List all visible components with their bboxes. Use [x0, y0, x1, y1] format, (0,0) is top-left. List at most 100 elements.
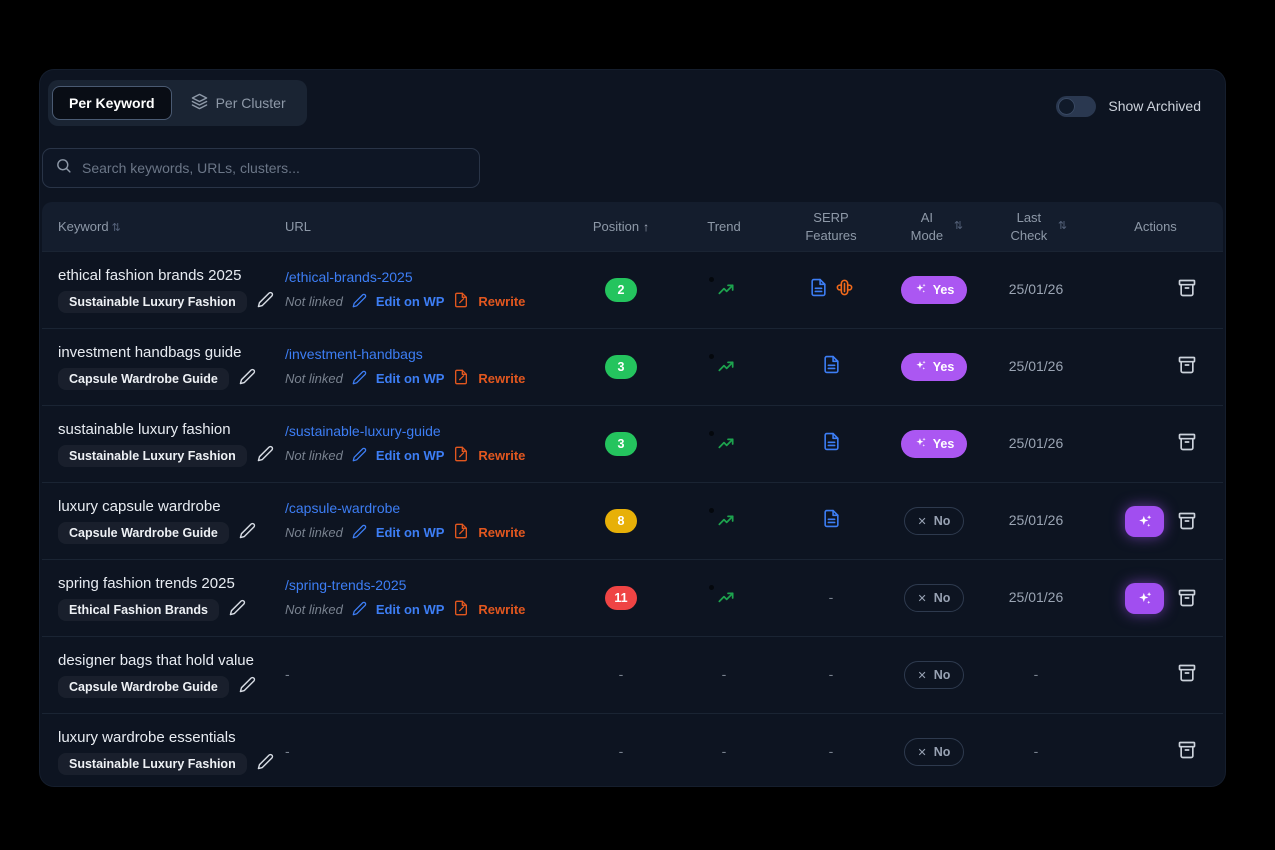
- edit-cluster-pencil-icon[interactable]: [257, 445, 274, 467]
- sort-asc-icon: ↑: [643, 219, 650, 234]
- header-ai-mode[interactable]: AI Mode ⇅: [910, 209, 964, 243]
- archive-button[interactable]: [1177, 432, 1197, 452]
- edit-on-wp-link[interactable]: Edit on WP: [375, 371, 445, 386]
- ai-sparkle-button[interactable]: [1125, 582, 1164, 614]
- trend-dot: [709, 430, 714, 436]
- rewrite-link[interactable]: Rewrite: [478, 371, 526, 386]
- not-linked-label: Not linked: [285, 525, 343, 540]
- show-archived-label: Show Archived: [1108, 98, 1201, 114]
- url-link[interactable]: /investment-handbags: [285, 346, 423, 362]
- edit-url-pencil-icon[interactable]: [352, 524, 367, 542]
- archive-button[interactable]: [1177, 511, 1197, 531]
- edit-on-wp-link[interactable]: Edit on WP: [375, 448, 445, 463]
- header-actions: Actions: [1134, 218, 1177, 234]
- ai-mode-yes-badge: Yes: [900, 430, 968, 458]
- edit-cluster-pencil-icon[interactable]: [239, 522, 256, 544]
- table-row: investment handbags guide Capsule Wardrob…: [42, 328, 1223, 405]
- not-linked-label: Not linked: [285, 371, 343, 386]
- rewrite-file-icon[interactable]: [453, 600, 469, 619]
- trend-dot: [709, 353, 714, 359]
- view-mode-segmented-control: Per Keyword Per Cluster: [48, 80, 307, 126]
- archive-button[interactable]: [1177, 588, 1197, 608]
- archive-button[interactable]: [1177, 278, 1197, 298]
- table-row: designer bags that hold value Capsule War…: [42, 636, 1223, 713]
- edit-cluster-pencil-icon[interactable]: [257, 291, 274, 313]
- keyword-tracker-panel: Per Keyword Per Cluster Show Archived Ke…: [40, 70, 1225, 786]
- url-link[interactable]: /capsule-wardrobe: [285, 500, 401, 516]
- edit-url-pencil-icon[interactable]: [352, 370, 367, 388]
- last-check-date: 25/01/26: [1008, 358, 1064, 374]
- search-input[interactable]: [82, 160, 467, 176]
- archive-button[interactable]: [1177, 663, 1197, 683]
- url-empty: -: [285, 666, 290, 682]
- header-url: URL: [285, 218, 312, 234]
- tab-per-cluster-label: Per Cluster: [215, 95, 286, 111]
- topbar: Per Keyword Per Cluster Show Archived: [40, 70, 1225, 126]
- edit-url-pencil-icon[interactable]: [352, 447, 367, 465]
- search-icon: [55, 157, 72, 179]
- sort-icon: ⇅: [953, 220, 963, 233]
- tab-per-cluster[interactable]: Per Cluster: [174, 84, 303, 122]
- table-row: luxury wardrobe essentials Sustainable Lu…: [42, 713, 1223, 786]
- edit-url-pencil-icon[interactable]: [352, 601, 367, 619]
- cluster-badge: Capsule Wardrobe Guide: [58, 368, 229, 390]
- url-link[interactable]: /sustainable-luxury-guide: [285, 423, 441, 439]
- trend-sparkline: [707, 352, 741, 378]
- serp-empty: -: [828, 666, 834, 682]
- rewrite-link[interactable]: Rewrite: [478, 294, 526, 309]
- header-keyword[interactable]: Keyword ⇅: [58, 218, 121, 234]
- cluster-badge: Capsule Wardrobe Guide: [58, 676, 229, 698]
- edit-cluster-pencil-icon[interactable]: [239, 368, 256, 390]
- cluster-badge: Capsule Wardrobe Guide: [58, 522, 229, 544]
- not-linked-label: Not linked: [285, 294, 343, 309]
- ai-mode-no-badge: ✕ No: [903, 584, 965, 612]
- last-check-empty: -: [1033, 666, 1039, 682]
- sort-icon: ⇅: [111, 221, 121, 234]
- sort-icon: ⇅: [1057, 220, 1067, 233]
- table-row: spring fashion trends 2025 Ethical Fashio…: [42, 559, 1223, 636]
- edit-on-wp-link[interactable]: Edit on WP: [375, 294, 445, 309]
- archive-button[interactable]: [1177, 355, 1197, 375]
- ai-sparkle-button[interactable]: [1125, 505, 1164, 537]
- position-badge: 2: [605, 278, 637, 302]
- url-link[interactable]: /spring-trends-2025: [285, 577, 407, 593]
- ai-mode-no-badge: ✕ No: [903, 661, 965, 689]
- ai-mode-yes-badge: Yes: [900, 353, 968, 381]
- tab-per-keyword[interactable]: Per Keyword: [52, 86, 172, 120]
- edit-on-wp-link[interactable]: Edit on WP: [375, 602, 445, 617]
- header-position[interactable]: Position ↑: [592, 218, 650, 234]
- cluster-badge: Sustainable Luxury Fashion: [58, 291, 247, 313]
- rewrite-link[interactable]: Rewrite: [478, 448, 526, 463]
- article-icon: [822, 355, 841, 379]
- rewrite-file-icon[interactable]: [453, 369, 469, 388]
- edit-cluster-pencil-icon[interactable]: [257, 753, 274, 775]
- archive-button[interactable]: [1177, 740, 1197, 760]
- rewrite-file-icon[interactable]: [453, 292, 469, 311]
- cluster-badge: Sustainable Luxury Fashion: [58, 445, 247, 467]
- header-trend: Trend: [707, 218, 741, 234]
- position-badge: 8: [605, 509, 637, 533]
- rewrite-file-icon[interactable]: [453, 446, 469, 465]
- header-serp-features: SERP Features: [805, 209, 857, 243]
- edit-on-wp-link[interactable]: Edit on WP: [375, 525, 445, 540]
- tab-per-keyword-label: Per Keyword: [69, 95, 155, 111]
- trend-sparkline: [707, 506, 741, 532]
- keyword-name: ethical fashion brands 2025: [58, 267, 242, 284]
- table-row: sustainable luxury fashion Sustainable Lu…: [42, 405, 1223, 482]
- search-box: [42, 148, 480, 188]
- rewrite-link[interactable]: Rewrite: [478, 602, 526, 617]
- edit-cluster-pencil-icon[interactable]: [239, 676, 256, 698]
- url-link[interactable]: /ethical-brands-2025: [285, 269, 413, 285]
- sparkles-icon: [914, 359, 927, 375]
- trend-sparkline: [707, 275, 741, 301]
- edit-cluster-pencil-icon[interactable]: [229, 599, 246, 621]
- rewrite-link[interactable]: Rewrite: [478, 525, 526, 540]
- rewrite-file-icon[interactable]: [453, 523, 469, 542]
- show-archived-toggle[interactable]: [1056, 95, 1097, 117]
- edit-url-pencil-icon[interactable]: [352, 293, 367, 311]
- trend-sparkline: [707, 429, 741, 455]
- article-icon: [822, 432, 841, 456]
- trend-dot: [709, 584, 714, 590]
- position-empty: -: [618, 743, 624, 759]
- header-last-check[interactable]: Last Check ⇅: [1010, 209, 1067, 243]
